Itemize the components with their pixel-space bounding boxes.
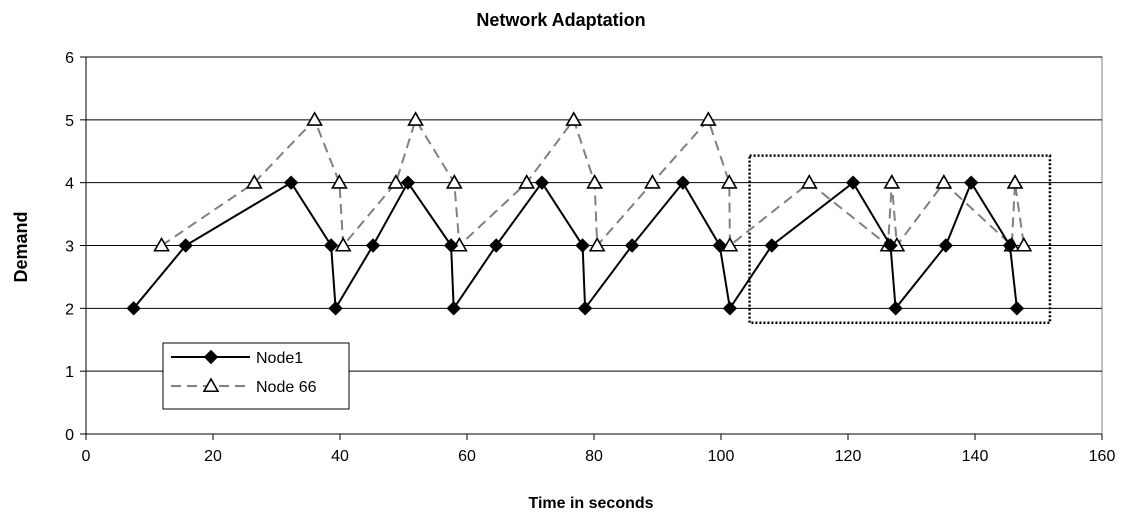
x-tick-label: 120 bbox=[835, 448, 862, 465]
x-axis-label: Time in seconds bbox=[528, 495, 653, 512]
data-point-triangle bbox=[153, 236, 170, 252]
data-point-triangle bbox=[720, 174, 738, 189]
y-axis-label: Demand bbox=[11, 211, 31, 282]
data-point-triangle bbox=[721, 236, 739, 252]
data-point-diamond bbox=[883, 238, 898, 253]
series-node1 bbox=[126, 175, 1025, 316]
y-tick-label: 4 bbox=[65, 176, 74, 193]
data-point-diamond bbox=[577, 301, 593, 316]
series-layer bbox=[126, 111, 1033, 316]
data-point-diamond bbox=[1002, 238, 1018, 253]
data-point-triangle bbox=[935, 174, 953, 189]
data-point-triangle bbox=[883, 174, 901, 189]
data-point-triangle bbox=[306, 111, 323, 126]
data-point-triangle bbox=[330, 174, 348, 189]
data-point-diamond bbox=[624, 238, 640, 253]
data-point-diamond bbox=[446, 301, 461, 316]
data-point-diamond bbox=[489, 238, 504, 253]
x-tick-label: 40 bbox=[331, 448, 349, 465]
data-point-diamond bbox=[888, 301, 903, 316]
data-point-diamond bbox=[283, 175, 299, 190]
data-point-triangle bbox=[334, 236, 352, 252]
data-point-diamond bbox=[400, 175, 416, 190]
y-tick-label: 0 bbox=[65, 427, 74, 444]
legend-marker-triangle bbox=[202, 377, 220, 393]
data-point-diamond bbox=[534, 175, 550, 190]
data-point-triangle bbox=[1006, 174, 1024, 189]
legend-label: Node 66 bbox=[256, 379, 317, 396]
data-point-triangle bbox=[407, 111, 424, 126]
data-point-triangle bbox=[245, 174, 263, 189]
data-point-diamond bbox=[938, 238, 953, 253]
x-tick-label: 160 bbox=[1089, 448, 1116, 465]
y-tick-label: 2 bbox=[65, 301, 74, 318]
data-point-diamond bbox=[764, 238, 780, 253]
x-tick-label: 80 bbox=[585, 448, 603, 465]
highlight-box bbox=[748, 154, 1052, 325]
data-point-triangle bbox=[1015, 236, 1033, 252]
legend-marker-diamond bbox=[203, 349, 219, 365]
data-point-diamond bbox=[963, 175, 979, 190]
x-axis: 0 20 40 60 80 100 120 140 160 bbox=[82, 433, 1116, 465]
legend-box bbox=[162, 342, 350, 410]
data-point-triangle bbox=[588, 236, 606, 252]
y-axis: 0 1 2 3 4 5 6 bbox=[65, 50, 87, 444]
data-point-triangle bbox=[445, 174, 463, 189]
x-tick-label: 100 bbox=[708, 448, 735, 465]
chart-title: Network Adaptation bbox=[476, 10, 645, 30]
legend-label: Node1 bbox=[256, 350, 303, 367]
x-tick-label: 140 bbox=[962, 448, 989, 465]
legend: Node1 Node 66 bbox=[162, 342, 350, 410]
y-tick-label: 1 bbox=[65, 364, 74, 381]
y-tick-label: 5 bbox=[65, 113, 74, 130]
data-point-triangle bbox=[387, 174, 405, 189]
data-point-diamond bbox=[443, 238, 459, 253]
data-point-diamond bbox=[675, 175, 691, 190]
data-point-diamond bbox=[178, 238, 193, 253]
y-tick-label: 6 bbox=[65, 50, 74, 67]
data-point-triangle bbox=[800, 174, 818, 189]
data-point-triangle bbox=[565, 111, 583, 126]
data-point-diamond bbox=[845, 175, 861, 190]
data-point-diamond bbox=[712, 238, 727, 253]
data-point-diamond bbox=[722, 301, 738, 316]
x-tick-label: 20 bbox=[204, 448, 222, 465]
data-point-diamond bbox=[365, 238, 381, 253]
data-point-diamond bbox=[126, 301, 141, 316]
data-point-diamond bbox=[1009, 301, 1025, 316]
legend-item: Node1 bbox=[171, 349, 303, 367]
x-tick-label: 60 bbox=[458, 448, 476, 465]
y-tick-label: 3 bbox=[65, 239, 74, 256]
data-point-diamond bbox=[323, 238, 339, 253]
data-point-triangle bbox=[644, 174, 661, 189]
data-point-diamond bbox=[575, 238, 590, 253]
data-point-diamond bbox=[328, 301, 343, 316]
x-tick-label: 0 bbox=[82, 448, 91, 465]
data-point-triangle bbox=[518, 174, 536, 189]
legend-item: Node 66 bbox=[171, 377, 317, 396]
data-point-triangle bbox=[699, 111, 717, 126]
data-point-triangle bbox=[586, 174, 604, 189]
